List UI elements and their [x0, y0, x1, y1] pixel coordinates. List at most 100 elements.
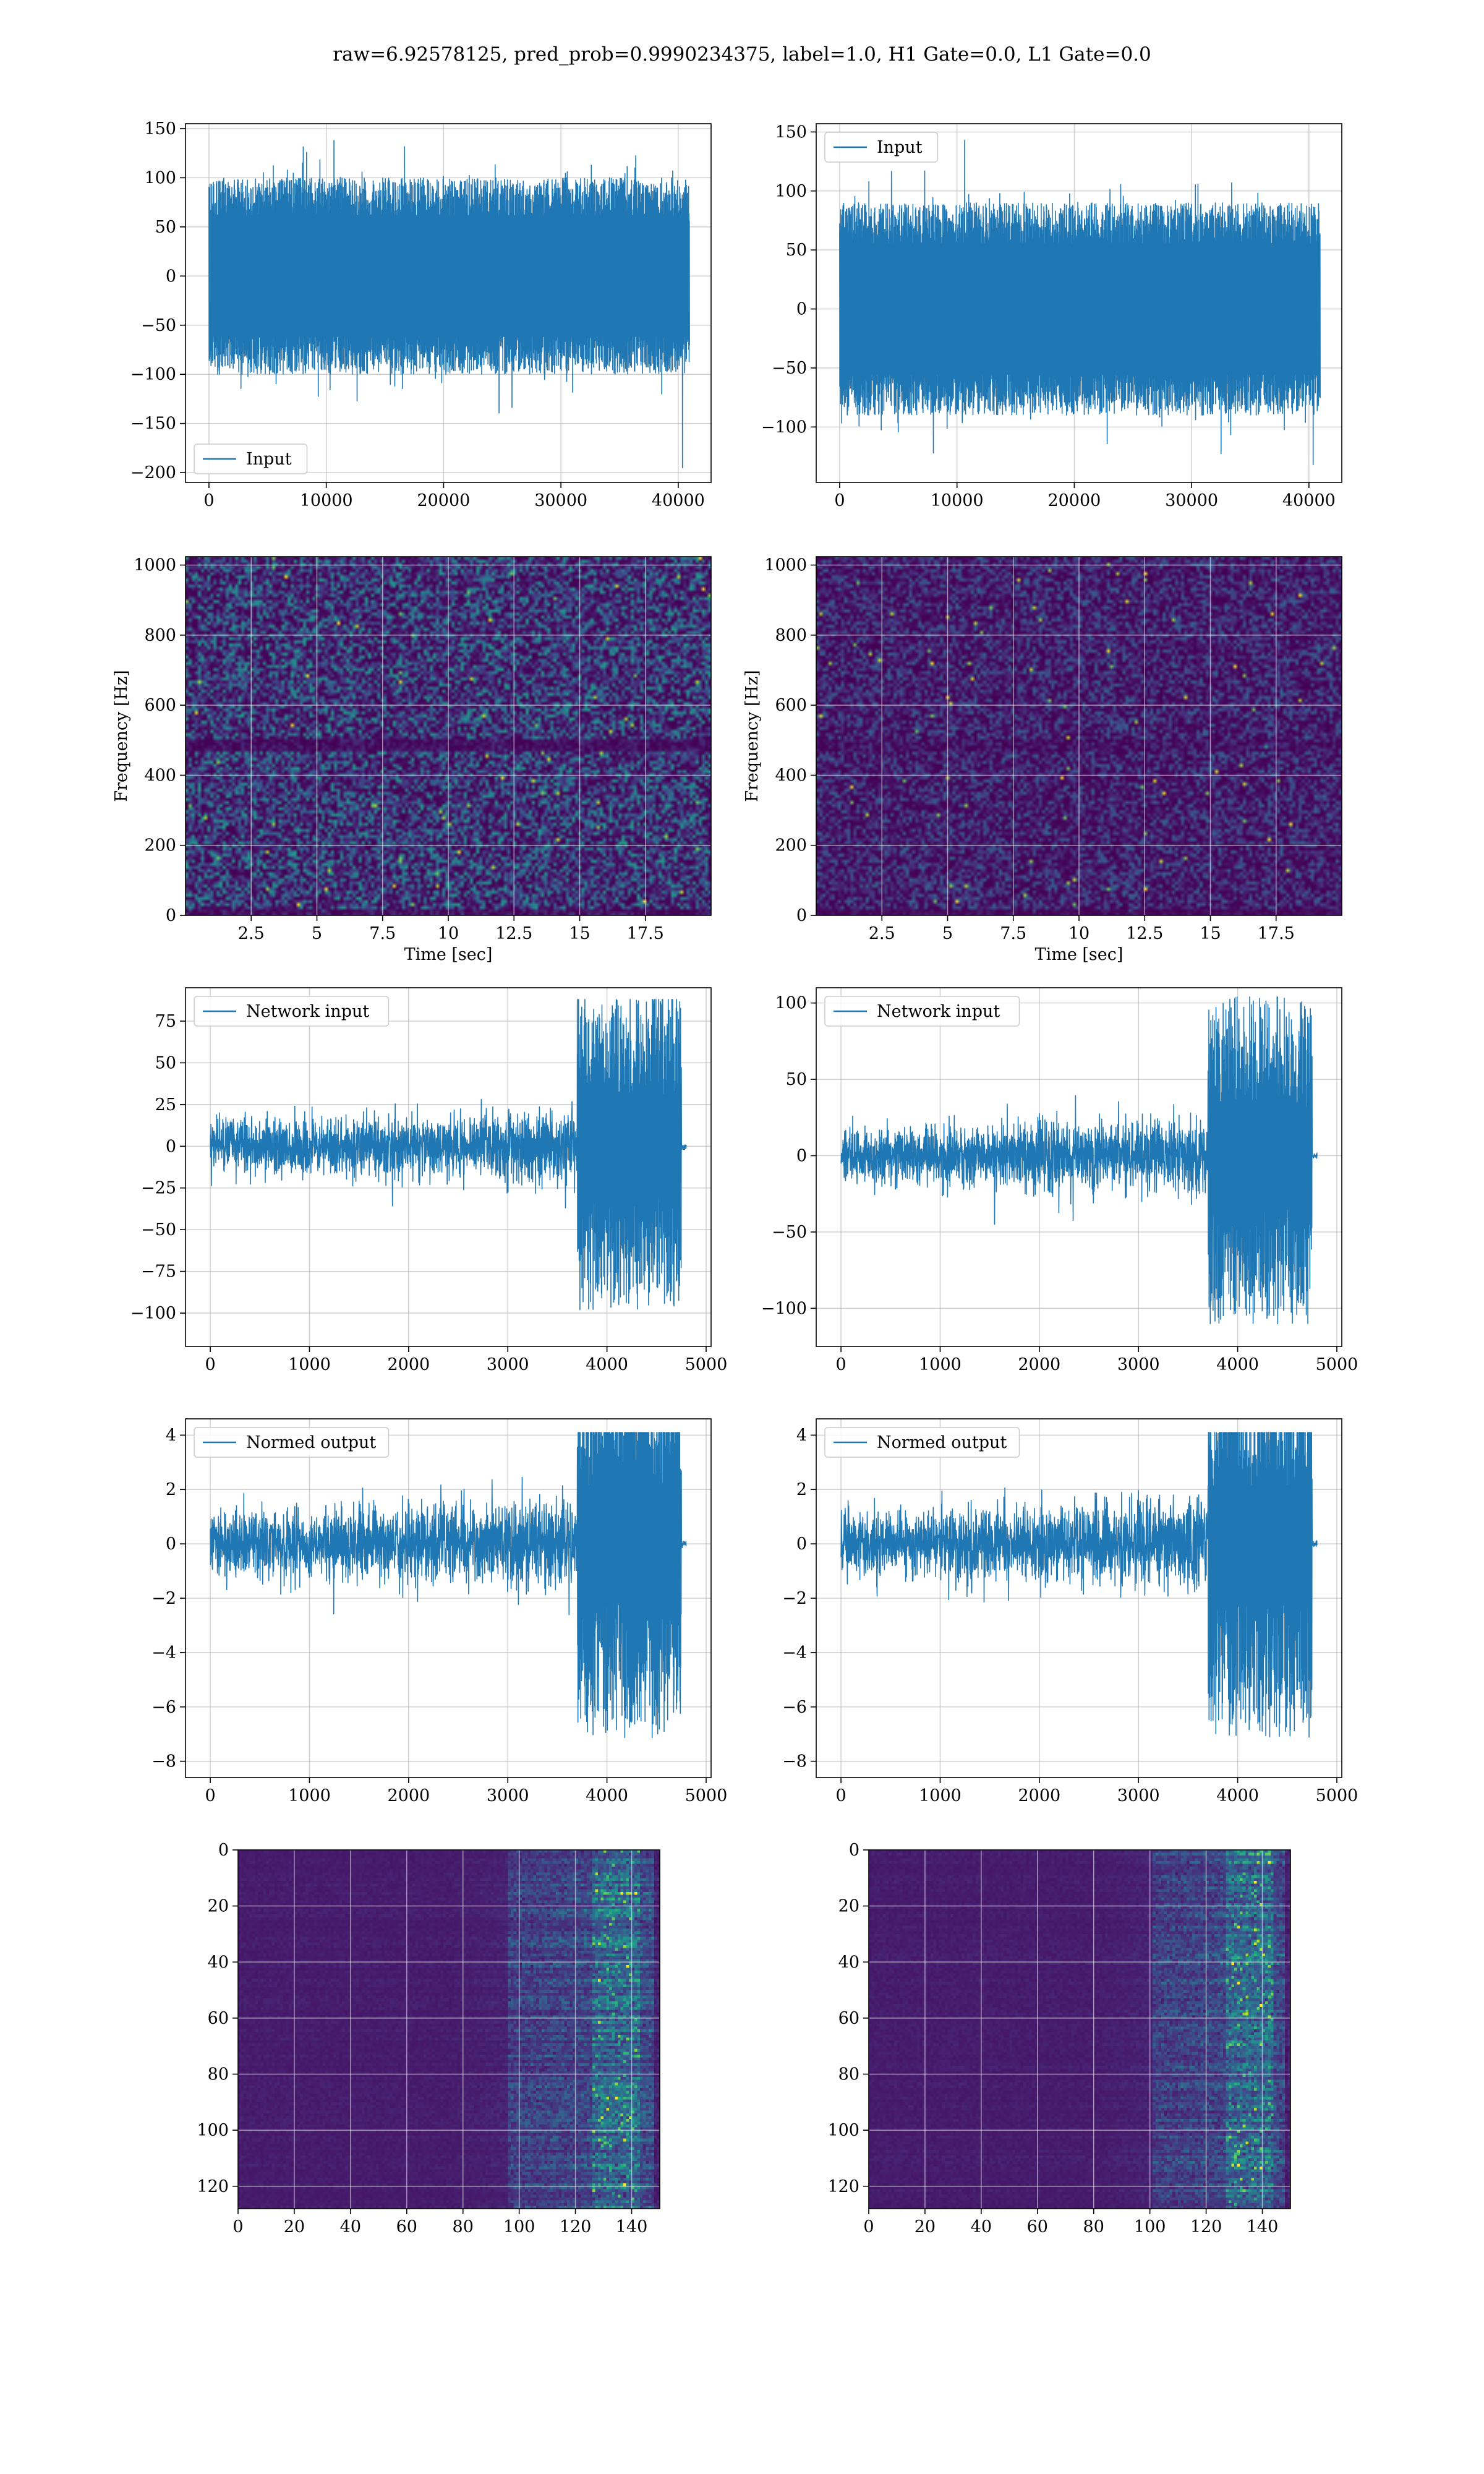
axes-frame	[185, 1418, 712, 1778]
x-tick-label: 120	[560, 2217, 592, 2236]
axes-frame	[816, 1418, 1342, 1778]
gridlines	[868, 1849, 1290, 2209]
y-tick-label: 800	[144, 626, 176, 645]
legend-box	[194, 443, 308, 474]
y-tick-label: 60	[208, 2009, 229, 2028]
y-tick-label: −50	[141, 1220, 176, 1239]
y-tick-label: −50	[772, 359, 807, 378]
x-tick-label: 0	[863, 2217, 874, 2236]
legend-box	[194, 996, 390, 1027]
x-tick-label: 140	[1247, 2217, 1279, 2236]
y-tick-label: −2	[782, 1589, 807, 1608]
y-tick-label: 2	[166, 1480, 176, 1499]
y-tick-label: 150	[775, 122, 807, 142]
legend-label: Input	[246, 450, 292, 469]
x-tick-label: 40	[340, 2217, 361, 2236]
y-axis-label: Frequency [Hz]	[112, 670, 131, 802]
x-tick-label: 40	[971, 2217, 992, 2236]
y-tick-label: 50	[786, 241, 807, 260]
x-tick-label: 10	[1068, 924, 1090, 943]
heatmap-image	[238, 1850, 660, 2209]
y-tick-label: −2	[151, 1589, 176, 1608]
x-tick-label: 2.5	[238, 924, 265, 943]
legend-label: Input	[877, 138, 923, 157]
y-tick-label: 100	[775, 182, 807, 201]
legend: Network input	[194, 996, 390, 1027]
axes-r1c2: 0 10000 20000 30000 40000 −100 −50 0 50 100 150 Inp…	[761, 122, 1342, 510]
y-tick-label: 75	[155, 1012, 176, 1031]
y-tick-label: −4	[151, 1643, 176, 1663]
legend-label: Normed output	[877, 1433, 1007, 1452]
x-tick-label: 1000	[288, 1786, 331, 1805]
axes-r3c2: 0 1000 2000 3000 4000 5000 −100 −50 0 50 100 Networ…	[761, 987, 1358, 1374]
x-tick-label: 100	[1134, 2217, 1166, 2236]
x-tick-label: 3000	[487, 1786, 529, 1805]
x-tick-label: 40000	[1282, 491, 1336, 510]
x-tick-label: 3000	[1117, 1355, 1160, 1374]
figure-title: raw=6.92578125, pred_prob=0.9990234375, …	[333, 43, 1151, 66]
x-tick-label: 3000	[487, 1355, 529, 1374]
heatmap-image	[869, 1850, 1290, 2209]
y-tick-label: 0	[796, 300, 807, 319]
y-tick-label: −100	[130, 365, 176, 384]
series-line	[210, 1432, 687, 1739]
axes-r2c2: 2.5 5 7.5 10 12.5 15 17.5 0 200 400 600 800 1000 Time…	[743, 556, 1342, 964]
legend-label: Normed output	[246, 1433, 376, 1452]
x-tick-label: 30000	[1165, 491, 1218, 510]
x-tick-label: 40000	[652, 491, 705, 510]
y-tick-label: 0	[166, 1137, 176, 1156]
x-tick-label: 2000	[387, 1786, 430, 1805]
y-tick-label: 50	[786, 1070, 807, 1089]
x-tick-label: 4000	[586, 1355, 628, 1374]
x-tick-label: 15	[1200, 924, 1221, 943]
y-tick-label: −150	[130, 414, 176, 434]
y-tick-label: 600	[144, 696, 176, 715]
y-tick-label: −6	[151, 1698, 176, 1717]
x-tick-label: 12.5	[495, 924, 532, 943]
legend: Normed output	[824, 1427, 1020, 1458]
x-tick-label: 7.5	[1000, 924, 1026, 943]
x-tick-label: 2.5	[869, 924, 895, 943]
axes-r5c1: 0 20 40 60 80 100 120 140 0 20 40 60 80 100 120	[197, 1841, 660, 2236]
x-tick-label: 60	[396, 2217, 417, 2236]
x-tick-label: 5000	[685, 1786, 728, 1805]
axes-frame	[185, 556, 712, 916]
axes-r5c2: 0 20 40 60 80 100 120 140 0 20 40 60 80 100 120	[827, 1841, 1291, 2236]
x-tick-label: 140	[616, 2217, 648, 2236]
y-tick-label: 40	[838, 1953, 859, 1972]
axes-frame	[237, 1849, 660, 2209]
y-tick-label: −8	[782, 1752, 807, 1771]
y-tick-label: −200	[130, 463, 176, 482]
y-tick-label: 1000	[134, 556, 176, 575]
x-tick-label: 2000	[1018, 1355, 1060, 1374]
y-tick-label: 60	[838, 2009, 859, 2028]
series-line	[210, 999, 687, 1311]
y-tick-label: 20	[208, 1897, 229, 1916]
y-tick-label: −100	[761, 1299, 807, 1318]
x-tick-label: 1000	[919, 1786, 962, 1805]
y-tick-label: −75	[141, 1262, 176, 1282]
x-tick-label: 0	[834, 491, 845, 510]
y-tick-label: 120	[827, 2177, 859, 2196]
x-tick-label: 20000	[1047, 491, 1101, 510]
y-tick-label: 0	[166, 267, 176, 286]
x-tick-label: 1000	[288, 1355, 331, 1374]
x-tick-label: 20	[915, 2217, 936, 2236]
y-tick-label: 4	[166, 1426, 176, 1445]
series-line	[839, 139, 1321, 466]
x-tick-label: 0	[836, 1355, 846, 1374]
x-tick-label: 4000	[1216, 1355, 1259, 1374]
x-axis-label: Time [sec]	[1035, 945, 1124, 964]
x-tick-label: 30000	[534, 491, 587, 510]
y-tick-label: 0	[796, 1146, 807, 1165]
x-tick-label: 5000	[1316, 1355, 1358, 1374]
y-tick-label: 600	[775, 696, 807, 715]
y-tick-label: 200	[144, 836, 176, 855]
x-tick-label: 5	[312, 924, 322, 943]
legend-label: Network input	[246, 1002, 369, 1021]
x-tick-label: 0	[836, 1786, 846, 1805]
y-tick-label: −50	[772, 1223, 807, 1242]
series-line	[840, 1432, 1318, 1738]
y-tick-label: 1000	[764, 556, 807, 575]
